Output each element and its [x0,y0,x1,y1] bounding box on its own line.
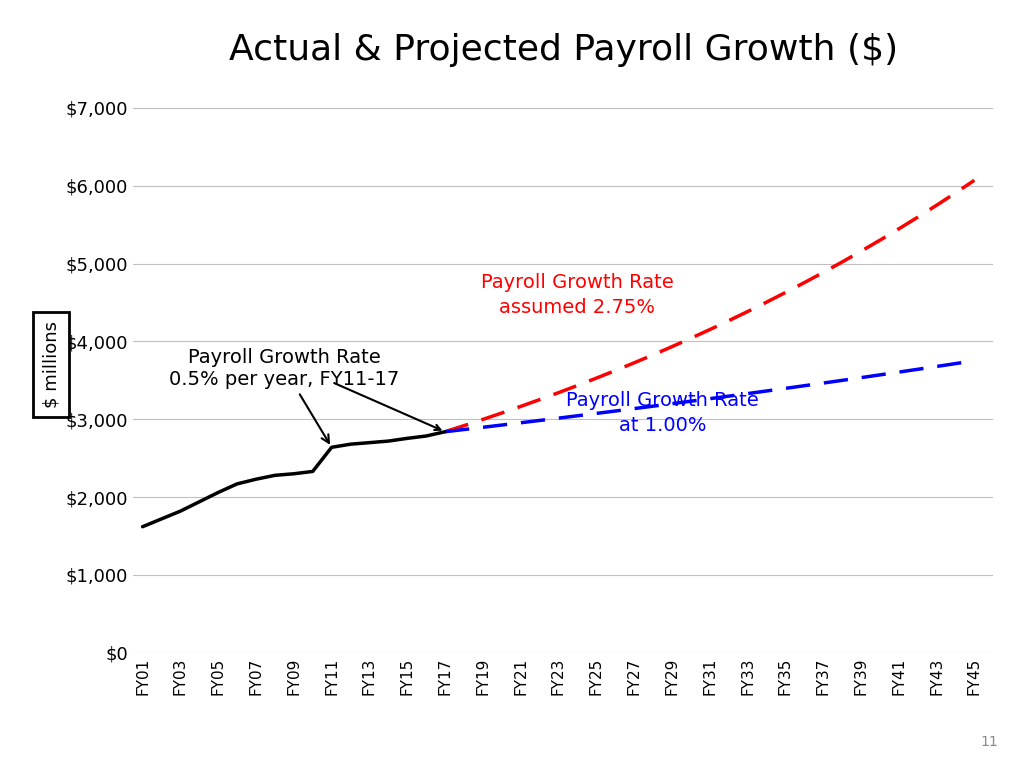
Text: Payroll Growth Rate
at 1.00%: Payroll Growth Rate at 1.00% [566,391,759,435]
Text: Payroll Growth Rate
assumed 2.75%: Payroll Growth Rate assumed 2.75% [481,273,674,316]
Text: $ millions: $ millions [42,321,60,409]
Text: Payroll Growth Rate
0.5% per year, FY11-17: Payroll Growth Rate 0.5% per year, FY11-… [169,348,399,443]
Title: Actual & Projected Payroll Growth ($): Actual & Projected Payroll Growth ($) [228,33,898,67]
Text: 11: 11 [981,735,998,749]
